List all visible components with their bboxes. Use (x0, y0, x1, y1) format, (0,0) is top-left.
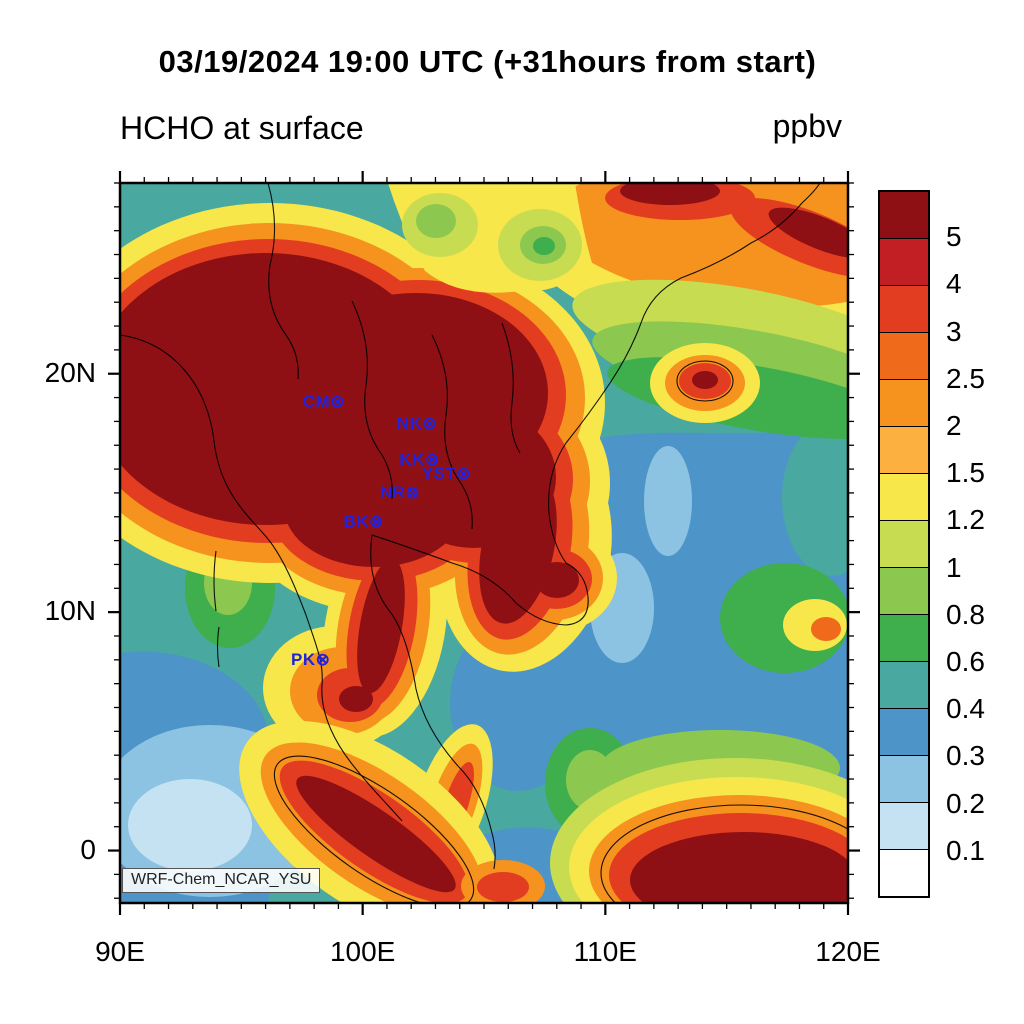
colorbar-cell (880, 708, 928, 755)
colorbar-tick-label: 0.1 (946, 834, 985, 866)
colorbar-tick-label: 0.3 (946, 740, 985, 772)
model-watermark: WRF-Chem_NCAR_YSU (122, 868, 321, 893)
x-tick-label: 110E (573, 936, 637, 967)
station-marker-pk: PK⊗ (291, 649, 331, 669)
colorbar-tick-label: 4 (946, 268, 962, 300)
station-marker-bk: BK⊗ (343, 511, 384, 531)
colorbar-cell (880, 520, 928, 567)
colorbar-cell (880, 849, 928, 896)
colorbar-cell (880, 192, 928, 238)
colorbar-cell (880, 567, 928, 614)
colorbar-cell (880, 426, 928, 473)
colorbar-tick-label: 1.2 (946, 504, 985, 536)
units-label: ppbv (772, 108, 842, 144)
station-marker-cm: CM⊗ (302, 392, 345, 412)
station-marker-yst: YST⊗ (421, 463, 472, 483)
colorbar-tick-label: 0.2 (946, 787, 985, 819)
colorbar-tick-label: 0.4 (946, 693, 985, 725)
station-marker-nr: NR⊗ (379, 482, 421, 502)
x-tick-label: 90E (95, 936, 145, 967)
station-marker-nk: NK⊗ (396, 413, 438, 433)
coastlines (120, 183, 848, 903)
colorbar-tick-label: 1.5 (946, 457, 985, 489)
y-tick-label: 20N (44, 356, 96, 388)
colorbar-cell (880, 285, 928, 332)
colorbar-tick-label: 3 (946, 315, 962, 347)
contour-field (120, 183, 848, 903)
x-tick-label: 120E (815, 936, 881, 967)
colorbar-cell (880, 755, 928, 802)
y-tick-label: 0 (80, 833, 96, 865)
map-panel (100, 163, 868, 923)
map-frame (118, 181, 850, 905)
colorbar-cell (880, 473, 928, 520)
x-tick-label: 100E (329, 936, 396, 967)
colorbar-tick-label: 0.8 (946, 598, 985, 630)
variable-title: HCHO at surface (120, 110, 364, 146)
colorbar-tick-label: 2 (946, 410, 962, 441)
figure-title: 03/19/2024 19:00 UTC (+31hours from star… (158, 44, 817, 79)
station-marker-kk: KK⊗ (399, 449, 440, 469)
colorbar-cell (880, 661, 928, 708)
map-plot (108, 171, 860, 915)
y-tick-label: 10N (44, 595, 96, 627)
colorbar-cell (880, 802, 928, 849)
colorbar-tick-label: 5 (946, 221, 962, 253)
colorbar-cell (880, 614, 928, 661)
colorbar-cell (880, 379, 928, 426)
colorbar: 5 4 3 2.5 2 1.5 1.2 1 0.8 0.6 0.4 0.3 0.2 0.1 (878, 190, 1024, 898)
colorbar-cell (880, 238, 928, 285)
colorbar-cells (878, 190, 930, 898)
colorbar-tick-label: 0.6 (946, 646, 985, 677)
colorbar-tick-label: 2.5 (946, 362, 985, 394)
colorbar-tick-label: 1 (946, 551, 962, 583)
colorbar-cell (880, 332, 928, 379)
